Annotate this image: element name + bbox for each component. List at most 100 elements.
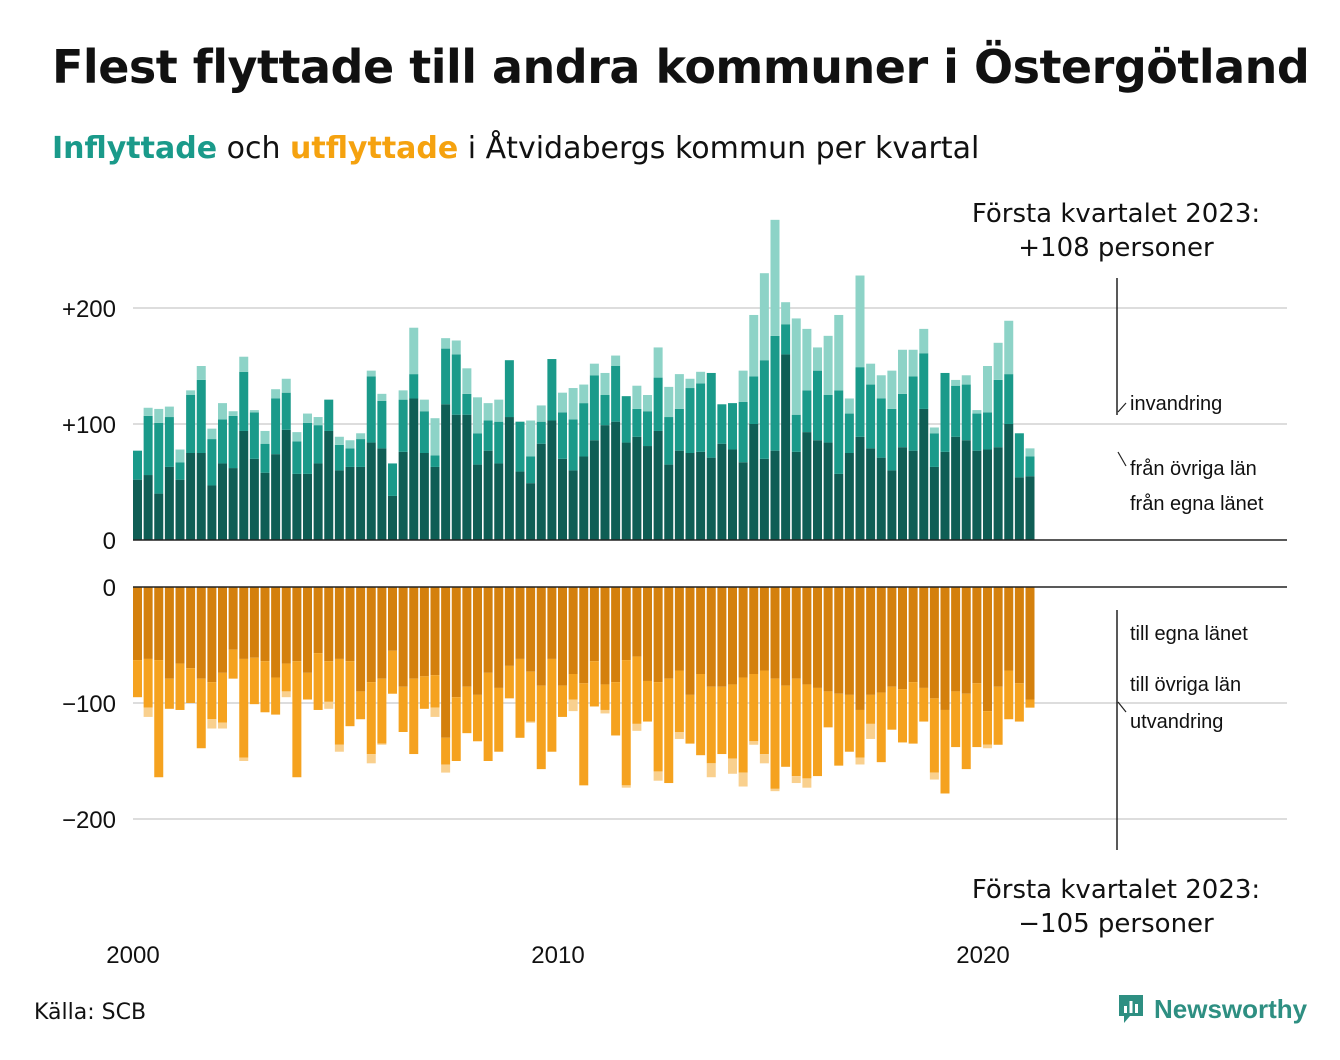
bar-out-other — [377, 678, 387, 744]
bar-in-immigration — [579, 384, 589, 404]
bar-out-other — [1004, 670, 1014, 720]
bar-out-other — [600, 684, 610, 710]
bar-out-other — [409, 678, 419, 755]
bar-in-own — [929, 466, 939, 540]
bar-in-other — [292, 441, 302, 474]
bar-out-emigration — [377, 743, 387, 745]
bar-in-other — [473, 433, 482, 465]
bar-in-other — [504, 360, 514, 418]
bar-out-own — [228, 587, 238, 650]
subtitle-rest: i Åtvidabergs kommun per kvartal — [458, 131, 980, 166]
bar-in-immigration — [813, 347, 822, 371]
bar-in-immigration — [696, 371, 706, 384]
annotation-bottom-line1: Första kvartalet 2023: — [971, 875, 1261, 905]
bar-out-other — [802, 684, 812, 779]
bar-in-other — [419, 411, 429, 453]
bar-in-own — [919, 408, 929, 540]
bar-in-immigration — [855, 275, 865, 368]
bar-in-other — [759, 360, 769, 459]
bar-out-own — [589, 587, 599, 662]
label-from-other-counties: från övriga län — [1130, 458, 1257, 480]
bar-out-own — [972, 587, 982, 684]
newsworthy-logo-icon — [1119, 995, 1143, 1023]
bar-out-other — [621, 660, 631, 786]
bar-in-own — [133, 479, 142, 540]
bar-out-emigration — [738, 772, 748, 787]
bar-out-other — [855, 709, 865, 758]
bar-in-immigration — [929, 427, 939, 434]
bar-in-immigration — [823, 335, 833, 395]
bar-in-own — [749, 424, 759, 540]
bar-in-other — [579, 403, 589, 457]
bar-out-other — [823, 691, 833, 728]
bar-in-other — [515, 421, 525, 472]
bar-in-immigration — [919, 328, 929, 354]
bar-in-own — [855, 436, 865, 540]
bar-in-immigration — [802, 328, 812, 391]
bar-in-own — [324, 430, 334, 540]
bar-in-immigration — [260, 430, 270, 444]
bar-out-own — [164, 587, 174, 679]
annotation-top-line2: +108 personer — [1018, 233, 1214, 263]
bar-out-own — [696, 587, 706, 674]
bar-in-own — [526, 483, 536, 540]
bar-out-other — [993, 686, 1003, 745]
bar-out-own — [759, 587, 769, 671]
bar-in-other — [441, 348, 451, 405]
bar-out-other — [366, 682, 376, 755]
bar-in-immigration — [536, 405, 546, 422]
bar-in-other — [260, 443, 270, 473]
bar-out-other — [919, 687, 929, 722]
bar-out-other — [611, 682, 621, 736]
bar-out-other — [451, 697, 461, 761]
bar-in-other — [334, 444, 344, 471]
bar-in-other — [866, 384, 876, 449]
bar-out-other — [249, 657, 259, 705]
bar-out-other — [398, 686, 408, 732]
newsworthy-logo[interactable]: Newsworthy — [1116, 992, 1307, 1026]
bar-in-own — [611, 421, 621, 540]
bar-in-other — [281, 392, 291, 430]
bar-out-other — [186, 668, 196, 703]
bar-in-other — [536, 421, 546, 444]
bar-in-other — [324, 399, 334, 431]
bar-in-other — [749, 376, 759, 424]
bar-out-other — [292, 661, 302, 778]
bar-out-other — [218, 672, 227, 723]
bar-out-other — [356, 691, 366, 720]
bar-out-own — [643, 587, 652, 681]
bar-in-own — [823, 442, 833, 540]
bar-in-own — [154, 493, 164, 540]
bar-in-immigration — [292, 432, 302, 442]
bar-in-own — [196, 453, 206, 540]
bar-out-other — [228, 649, 238, 679]
bar-out-other — [239, 658, 249, 758]
bar-in-own — [674, 450, 684, 540]
bar-in-immigration — [218, 403, 227, 420]
bar-out-own — [802, 587, 812, 685]
bar-out-own — [611, 587, 621, 683]
bar-in-own — [898, 447, 907, 540]
bar-out-emigration — [218, 722, 227, 729]
bar-out-other — [133, 660, 142, 698]
chart-subtitle: Inflyttade och utflyttade i Åtvidabergs … — [52, 131, 979, 166]
bar-in-immigration — [983, 366, 992, 413]
bar-in-immigration — [770, 219, 780, 336]
bar-in-own — [621, 442, 631, 540]
bar-out-own — [377, 587, 387, 679]
bar-in-other — [398, 399, 408, 452]
bar-in-own — [451, 414, 461, 540]
annotation-bottom-line2: −105 personer — [1018, 909, 1214, 939]
bar-in-other — [409, 374, 419, 399]
bar-in-other — [643, 411, 652, 447]
bar-in-other — [738, 401, 748, 463]
bar-in-own — [589, 440, 599, 540]
bar-in-own — [908, 450, 918, 540]
bar-out-own — [770, 587, 780, 679]
bar-in-own — [377, 448, 387, 540]
bar-out-other — [388, 650, 397, 694]
bar-in-own — [558, 458, 567, 540]
leader-immigration — [1117, 402, 1127, 413]
bar-in-own — [313, 463, 323, 540]
